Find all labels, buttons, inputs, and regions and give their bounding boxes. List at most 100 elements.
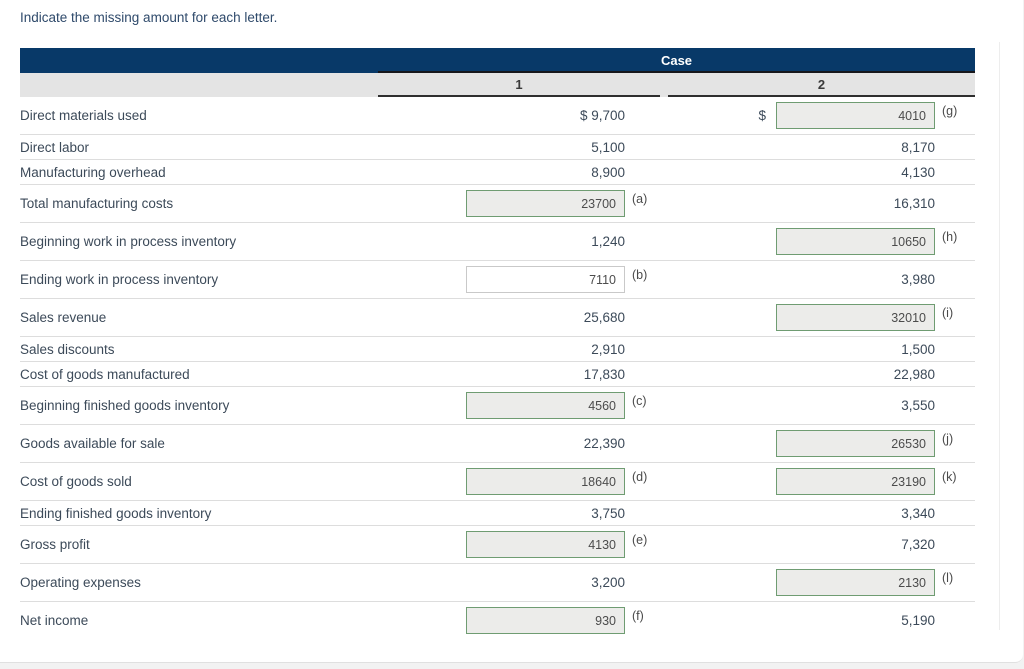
value-zone: 22,390	[378, 436, 625, 451]
answer-input-j[interactable]	[776, 430, 935, 457]
letter-zone	[625, 160, 660, 184]
answer-input-a[interactable]	[466, 190, 625, 217]
amount-text: 3,980	[901, 272, 935, 287]
amount-text: 3,550	[901, 398, 935, 413]
case1-cell: $ 9,700	[378, 97, 660, 134]
value-zone: 8,170	[668, 140, 935, 155]
row-label: Operating expenses	[20, 575, 141, 590]
case2-cell: 7,320	[668, 526, 975, 563]
amount-text: 22,390	[583, 436, 625, 451]
answer-input-f[interactable]	[466, 607, 625, 634]
answer-input-k[interactable]	[776, 468, 935, 495]
value-zone: 17,830	[378, 367, 625, 382]
table-row: Ending work in process inventory (b) 3,980	[20, 260, 975, 298]
table-row: Sales discounts 2,910 1,500	[20, 336, 975, 361]
row-label: Ending finished goods inventory	[20, 505, 212, 521]
answer-input-b[interactable]	[466, 266, 625, 293]
table-row: Gross profit (e) 7,320	[20, 525, 975, 563]
letter-zone	[935, 160, 975, 184]
answer-input-i[interactable]	[776, 304, 935, 331]
table-row: Beginning finished goods inventory (c) 3,5…	[20, 386, 975, 424]
case2-cell: $ (g)	[668, 97, 975, 134]
column-header-1: 1	[378, 74, 660, 97]
answer-input-h[interactable]	[776, 228, 935, 255]
case2-cell: 3,550	[668, 387, 975, 424]
case1-cell: (b)	[378, 261, 660, 298]
letter-zone	[935, 261, 975, 298]
answer-input-e[interactable]	[466, 531, 625, 558]
letter-label: (a)	[632, 192, 648, 206]
value-zone: 1,240	[378, 234, 625, 249]
case1-cell: 22,390	[378, 425, 660, 462]
table-row: Ending finished goods inventory 3,750 3,34…	[20, 500, 975, 525]
row-label: Gross profit	[20, 537, 90, 552]
row-label: Cost of goods sold	[20, 474, 132, 489]
case1-cell: (a)	[378, 185, 660, 222]
value-zone: 3,750	[378, 506, 625, 521]
case2-cell: (j)	[668, 425, 975, 462]
row-label: Manufacturing overhead	[20, 164, 166, 180]
letter-label: (g)	[942, 104, 958, 118]
row-label: Net income	[20, 613, 89, 628]
case1-cell: 1,240	[378, 223, 660, 260]
value-zone	[378, 468, 625, 495]
letter-zone: (i)	[935, 299, 975, 336]
case1-cell: 25,680	[378, 299, 660, 336]
row-label: Goods available for sale	[20, 436, 165, 451]
row-label: Direct labor	[20, 139, 90, 155]
amount-text: 3,200	[591, 575, 625, 590]
amount-text: 17,830	[583, 366, 625, 382]
row-label: Beginning work in process inventory	[20, 234, 237, 249]
letter-zone	[625, 223, 660, 260]
case1-cell: (e)	[378, 526, 660, 563]
letter-zone: (c)	[625, 387, 660, 424]
value-zone	[668, 569, 935, 596]
row-label: Ending work in process inventory	[20, 272, 219, 287]
row-label: Sales discounts	[20, 341, 115, 357]
case1-cell: 3,200	[378, 564, 660, 601]
letter-zone	[625, 564, 660, 601]
table-row: Direct labor 5,100 8,170	[20, 134, 975, 159]
value-zone	[668, 468, 935, 495]
amount-text: 1,500	[901, 341, 935, 357]
case1-cell: 2,910	[378, 337, 660, 361]
value-zone: 22,980	[668, 367, 935, 382]
letter-label: (e)	[632, 533, 648, 547]
case2-cell: 4,130	[668, 160, 975, 184]
case2-cell: 8,170	[668, 135, 975, 159]
letter-label: (i)	[942, 306, 954, 320]
case1-cell: 8,900	[378, 160, 660, 184]
value-zone	[378, 266, 625, 293]
case2-cell: 5,190	[668, 602, 975, 639]
answer-input-l[interactable]	[776, 569, 935, 596]
case2-cell: 3,340	[668, 501, 975, 525]
letter-label: (c)	[632, 394, 647, 408]
table-row: Cost of goods sold (d) (k)	[20, 462, 975, 500]
amount-text: 8,900	[591, 164, 625, 180]
amount-text: 7,320	[901, 537, 935, 552]
value-zone: 16,310	[668, 196, 935, 211]
table-row: Direct materials used $ 9,700 $ (g)	[20, 97, 975, 134]
value-zone: 3,550	[668, 398, 935, 413]
answer-input-c[interactable]	[466, 392, 625, 419]
letter-zone: (l)	[935, 564, 975, 601]
dollar-sign: $	[758, 108, 766, 123]
letter-label: (k)	[942, 470, 957, 484]
letter-zone: (f)	[625, 602, 660, 639]
letter-zone	[935, 185, 975, 222]
case2-cell: 1,500	[668, 337, 975, 361]
case1-cell: 5,100	[378, 135, 660, 159]
case1-cell: 17,830	[378, 362, 660, 386]
value-zone	[668, 304, 935, 331]
case1-cell: (d)	[378, 463, 660, 500]
value-zone: 4,130	[668, 165, 935, 180]
panel-right-divider	[999, 42, 1000, 630]
amount-text: 3,750	[591, 505, 625, 521]
case2-cell: (i)	[668, 299, 975, 336]
answer-input-g[interactable]	[776, 102, 935, 129]
table-row: Manufacturing overhead 8,900 4,130	[20, 159, 975, 184]
table-row: Total manufacturing costs (a) 16,310	[20, 184, 975, 222]
answer-input-d[interactable]	[466, 468, 625, 495]
letter-zone	[935, 387, 975, 424]
letter-label: (l)	[942, 571, 954, 585]
